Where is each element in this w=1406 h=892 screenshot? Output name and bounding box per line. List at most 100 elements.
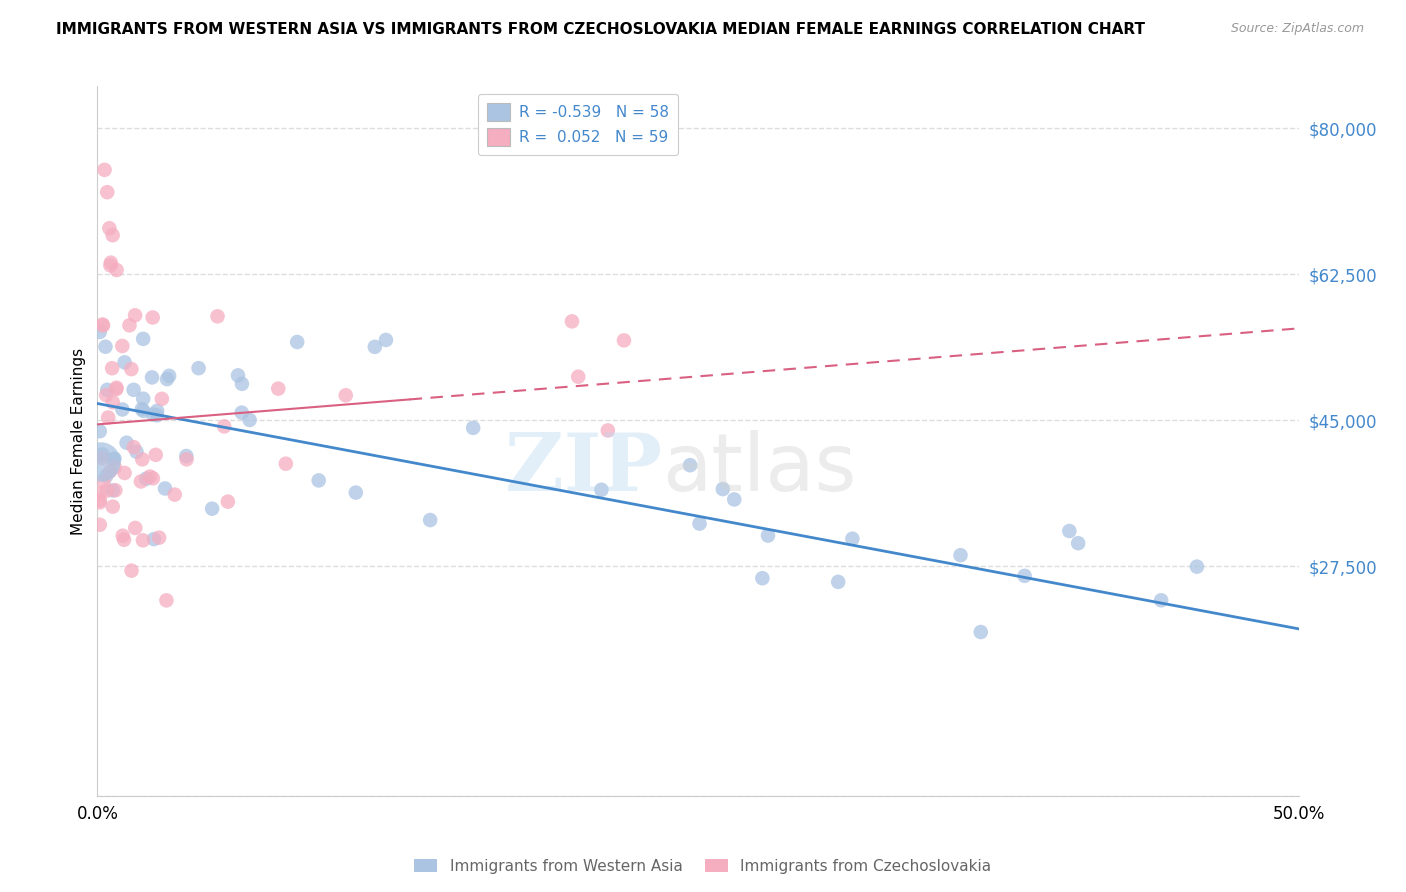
Point: [121, 564, 143, 578]
Point: [122, 383, 145, 397]
Point: [591, 483, 613, 497]
Point: [101, 361, 124, 376]
Point: [93, 162, 115, 177]
Point: [91, 318, 114, 333]
Point: [142, 408, 165, 422]
Point: [1014, 569, 1036, 583]
Text: atlas: atlas: [662, 431, 856, 508]
Text: ZIP: ZIP: [505, 431, 662, 508]
Point: [267, 382, 290, 396]
Point: [141, 370, 163, 384]
Point: [96, 185, 118, 199]
Point: [231, 406, 253, 420]
Point: [111, 339, 134, 353]
Point: [156, 372, 179, 386]
Point: [145, 448, 167, 462]
Point: [142, 310, 165, 325]
Point: [150, 392, 173, 406]
Point: [751, 571, 773, 585]
Point: [100, 259, 122, 273]
Point: [756, 528, 779, 542]
Point: [153, 482, 176, 496]
Point: [120, 362, 142, 376]
Point: [711, 482, 734, 496]
Point: [827, 574, 849, 589]
Point: [131, 402, 153, 417]
Point: [841, 532, 863, 546]
Point: [239, 413, 262, 427]
Point: [463, 421, 485, 435]
Point: [285, 334, 308, 349]
Point: [146, 409, 169, 423]
Point: [98, 221, 121, 235]
Point: [124, 308, 146, 322]
Point: [148, 531, 170, 545]
Point: [101, 395, 124, 409]
Point: [187, 361, 209, 376]
Point: [115, 435, 138, 450]
Point: [132, 533, 155, 548]
Point: [97, 410, 120, 425]
Point: [1067, 536, 1090, 550]
Point: [89, 493, 111, 508]
Point: [103, 452, 125, 467]
Point: [105, 382, 128, 396]
Point: [613, 334, 636, 348]
Point: [567, 369, 589, 384]
Point: [111, 529, 134, 543]
Point: [679, 458, 702, 473]
Point: [94, 340, 117, 354]
Point: [94, 388, 117, 402]
Y-axis label: Median Female Earnings: Median Female Earnings: [72, 348, 86, 534]
Point: [135, 472, 157, 486]
Legend: Immigrants from Western Asia, Immigrants from Czechoslovakia: Immigrants from Western Asia, Immigrants…: [408, 853, 998, 880]
Text: IMMIGRANTS FROM WESTERN ASIA VS IMMIGRANTS FROM CZECHOSLOVAKIA MEDIAN FEMALE EAR: IMMIGRANTS FROM WESTERN ASIA VS IMMIGRAN…: [56, 22, 1146, 37]
Point: [207, 310, 229, 324]
Point: [217, 494, 239, 508]
Point: [374, 333, 396, 347]
Point: [91, 318, 114, 332]
Point: [1150, 593, 1173, 607]
Point: [176, 452, 198, 467]
Point: [163, 487, 186, 501]
Point: [723, 492, 745, 507]
Point: [104, 483, 127, 498]
Point: [100, 255, 122, 269]
Point: [89, 495, 111, 509]
Point: [129, 475, 152, 489]
Point: [274, 457, 297, 471]
Point: [139, 469, 162, 483]
Point: [596, 424, 619, 438]
Point: [89, 486, 111, 500]
Point: [91, 451, 114, 466]
Text: Source: ZipAtlas.com: Source: ZipAtlas.com: [1230, 22, 1364, 36]
Point: [419, 513, 441, 527]
Point: [112, 533, 135, 547]
Point: [132, 332, 155, 346]
Point: [308, 474, 330, 488]
Point: [132, 392, 155, 406]
Point: [91, 447, 114, 461]
Point: [561, 314, 583, 328]
Point: [335, 388, 357, 402]
Point: [689, 516, 711, 531]
Point: [118, 318, 141, 333]
Point: [1185, 559, 1208, 574]
Point: [101, 483, 124, 498]
Point: [93, 474, 115, 488]
Point: [98, 464, 121, 478]
Point: [131, 452, 153, 467]
Point: [105, 381, 128, 395]
Point: [124, 521, 146, 535]
Point: [201, 501, 224, 516]
Point: [364, 340, 387, 354]
Point: [157, 368, 180, 383]
Point: [344, 485, 367, 500]
Point: [89, 325, 111, 339]
Point: [96, 483, 118, 498]
Point: [114, 466, 136, 480]
Point: [101, 500, 124, 514]
Point: [103, 451, 125, 466]
Point: [132, 404, 155, 418]
Point: [155, 593, 177, 607]
